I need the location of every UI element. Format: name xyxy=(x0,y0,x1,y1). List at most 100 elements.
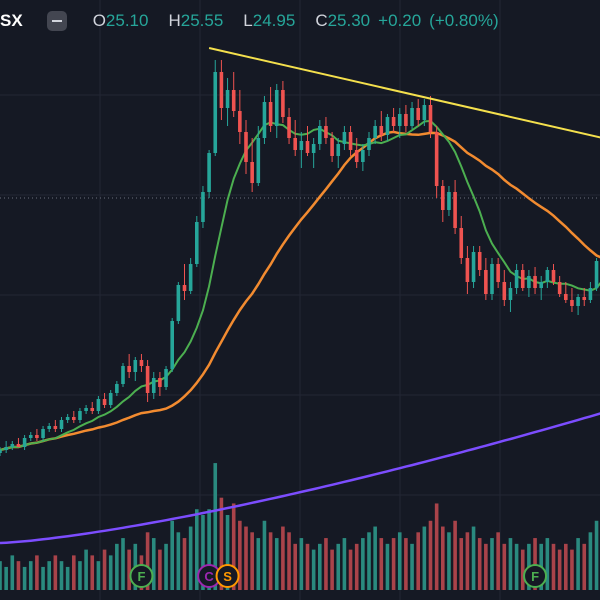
candle-body xyxy=(533,276,537,288)
volume-bar xyxy=(594,520,599,590)
candle xyxy=(330,132,334,162)
candle xyxy=(477,246,482,276)
candle-body xyxy=(582,297,587,300)
candle-body xyxy=(139,360,144,366)
event-marker-c: C xyxy=(197,564,222,588)
candle-body xyxy=(484,270,488,294)
candle-body xyxy=(78,411,82,420)
low-label: L xyxy=(243,11,253,30)
candle xyxy=(434,126,439,198)
volume-bar xyxy=(16,561,21,590)
volume-bar xyxy=(570,549,574,590)
candle-body xyxy=(256,138,261,183)
candle-body xyxy=(471,252,476,282)
candle-body xyxy=(102,399,107,405)
candle xyxy=(35,429,39,441)
symbol-label: SX xyxy=(0,11,23,30)
candle xyxy=(108,390,113,408)
volume-bar xyxy=(115,543,119,590)
close-value: 25.30 xyxy=(327,11,371,30)
volume-bars xyxy=(0,463,599,590)
candle xyxy=(145,360,150,402)
candle-body xyxy=(527,276,531,288)
volume-bar xyxy=(397,532,402,590)
candle xyxy=(47,423,51,432)
volume-bar xyxy=(256,538,261,590)
event-marker-label: C xyxy=(204,569,214,584)
volume-bar xyxy=(47,561,51,590)
volume-bar xyxy=(441,526,445,590)
volume-bar xyxy=(65,566,70,590)
candle-body xyxy=(16,444,21,447)
candle xyxy=(213,60,218,156)
volume-bar xyxy=(305,543,310,590)
open-value: 25.10 xyxy=(105,11,149,30)
candle xyxy=(262,96,267,144)
candle-body xyxy=(299,141,304,150)
candle xyxy=(385,114,390,141)
event-marker-circle xyxy=(129,564,154,588)
candle-body xyxy=(385,117,390,135)
candle-body xyxy=(10,444,15,447)
event-marker-f: F xyxy=(523,564,548,588)
candle-body xyxy=(164,369,168,387)
volume-bar xyxy=(244,526,248,590)
volume-bar xyxy=(59,561,64,590)
candle-body xyxy=(145,366,150,393)
volume-bar xyxy=(41,566,45,590)
volume-bar xyxy=(557,549,562,590)
candle-body xyxy=(318,126,322,144)
candle-body xyxy=(564,294,568,300)
volume-bar xyxy=(274,538,279,590)
candle xyxy=(311,138,316,168)
collapse-legend-button[interactable] xyxy=(46,11,67,31)
candle xyxy=(490,258,494,300)
change-value: +0.20 xyxy=(378,11,422,30)
candle xyxy=(422,99,427,126)
volume-bar xyxy=(201,515,205,590)
close-label: C xyxy=(315,11,328,30)
candle-body xyxy=(453,192,457,228)
candle xyxy=(391,108,396,132)
volume-bar xyxy=(434,503,439,590)
volume-bar xyxy=(219,497,224,590)
volume-bar xyxy=(281,526,285,590)
volume-bar xyxy=(410,543,414,590)
candle xyxy=(564,282,568,303)
candle-body xyxy=(490,264,494,294)
candle-body xyxy=(121,366,125,384)
candle xyxy=(459,216,464,264)
candle-body xyxy=(188,264,193,291)
volume-bar xyxy=(164,543,168,590)
candle xyxy=(557,276,562,297)
candle xyxy=(373,120,377,144)
candle-body xyxy=(367,138,371,150)
volume-bar xyxy=(361,538,365,590)
candle xyxy=(293,120,297,156)
candle xyxy=(65,414,70,423)
candle xyxy=(102,393,107,408)
candle-body xyxy=(268,102,273,126)
candle-body xyxy=(201,192,205,222)
candle xyxy=(72,411,76,423)
candle xyxy=(582,288,587,306)
candle xyxy=(78,408,82,423)
candle xyxy=(367,132,371,156)
volume-bar xyxy=(4,566,8,590)
candle xyxy=(576,294,580,315)
minus-icon xyxy=(51,20,62,22)
candle-body xyxy=(379,126,384,135)
candle xyxy=(158,372,162,396)
volume-bar xyxy=(170,520,174,590)
event-marker-f: F xyxy=(129,564,154,588)
candle xyxy=(527,270,531,297)
candle-body xyxy=(465,258,470,282)
candle-body xyxy=(551,270,556,282)
event-marker-label: F xyxy=(531,569,539,584)
candle xyxy=(188,258,193,294)
candle-body xyxy=(262,102,267,138)
candle xyxy=(121,363,125,387)
